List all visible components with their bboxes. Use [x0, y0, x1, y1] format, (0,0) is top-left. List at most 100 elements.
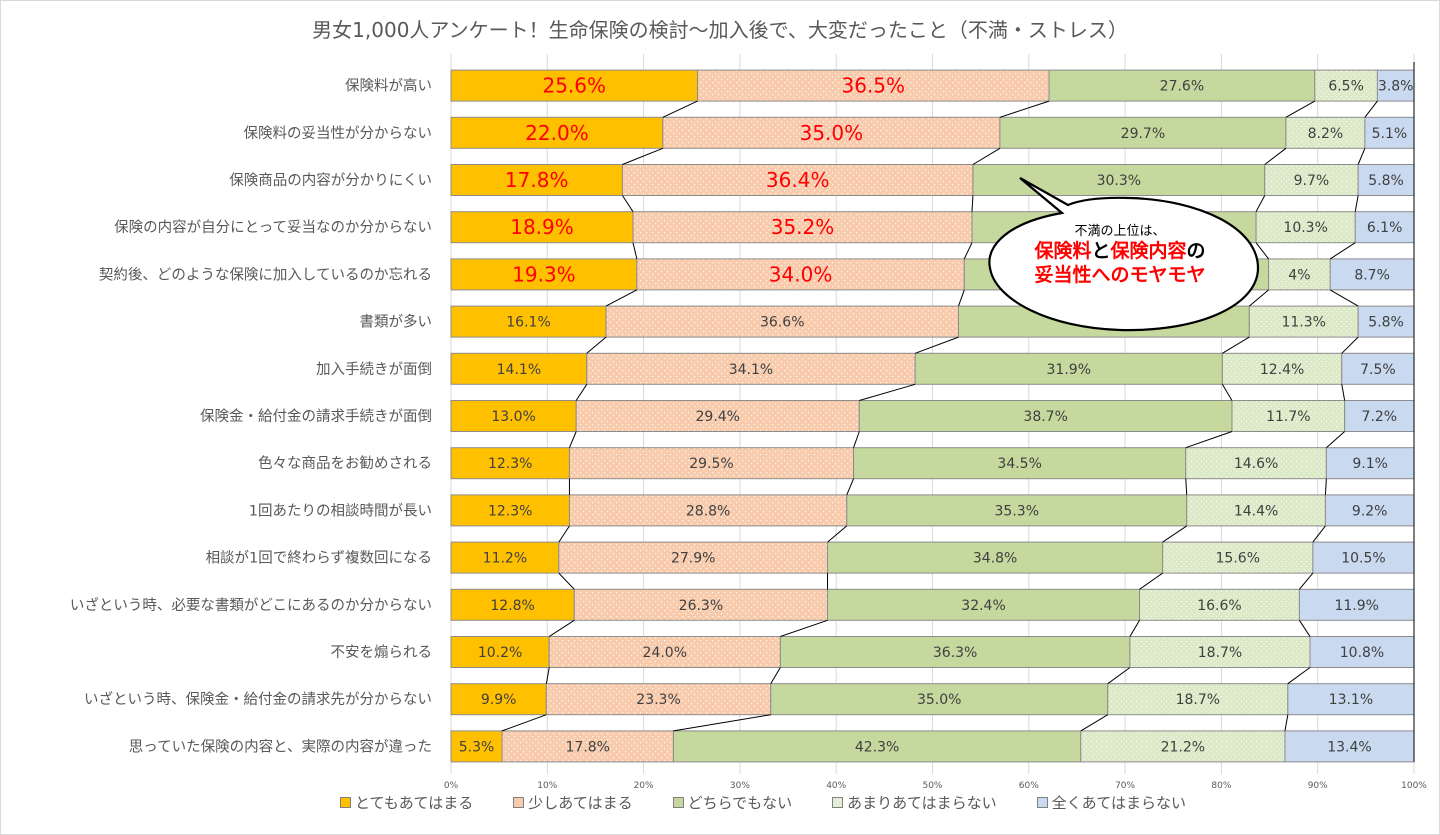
data-label: 13.0% [491, 409, 535, 425]
callout-part-no: の [1186, 240, 1206, 263]
data-label: 9.1% [1352, 456, 1388, 472]
callout-line1: 不満の上位は、 [1074, 224, 1166, 239]
data-label: 7.5% [1360, 362, 1396, 378]
legend-item: とてもあてはまる [340, 792, 473, 813]
series-line [1129, 620, 1140, 637]
data-label: 26.3% [679, 598, 723, 614]
bar-segment [548, 636, 781, 668]
data-label: 30.3% [1097, 173, 1141, 189]
category-label: 不安を煽られる [331, 644, 433, 661]
data-label: 9.9% [481, 692, 517, 708]
bar-segment [1048, 69, 1316, 102]
bar-segment [827, 541, 1164, 574]
category-labels: 保険料が高い保険料の妥当性が分からない保険商品の内容が分かりにくい保険の内容が自… [70, 78, 432, 756]
data-label: 22.0% [525, 121, 589, 145]
series-line [1264, 147, 1287, 165]
x-axis-ticks: 0% 10% 20% 30% 40% 50% 60% 70% 80% 90% 100% [444, 781, 1427, 791]
bar-segment [1314, 69, 1378, 102]
data-label: 36.5% [842, 74, 906, 98]
series-line [1329, 289, 1359, 307]
data-label: 35.0% [800, 121, 864, 145]
bar-segment [1248, 305, 1359, 338]
bar-segment [1357, 164, 1415, 196]
data-label: 16.6% [1197, 598, 1241, 614]
data-label: 11.9% [1334, 598, 1378, 614]
series-line [1249, 289, 1269, 307]
bar-segment [568, 494, 848, 527]
series-line [827, 525, 848, 543]
bar-segment [1287, 683, 1415, 716]
legend-swatch-icon [340, 797, 351, 808]
series-line [1162, 525, 1188, 543]
bar-segment [1264, 164, 1359, 196]
bar-segment [1268, 258, 1331, 291]
data-label: 34.8% [973, 551, 1017, 567]
legend-swatch-icon [672, 797, 684, 808]
series-line [770, 667, 781, 684]
series-line [605, 289, 638, 307]
legend-label: とてもあてはまる [355, 794, 474, 812]
series-line [1222, 336, 1250, 354]
series-line [999, 100, 1050, 118]
series-line [548, 619, 575, 637]
category-label: 加入手続きが面倒 [316, 361, 432, 378]
data-label: 10.3% [1283, 220, 1327, 236]
bar-segment [853, 447, 1187, 480]
chart-title: 男女1,000人アンケート！生命保険の検討～加入後で、大変だったこと（不満・スト… [312, 18, 1128, 42]
bar-segment [632, 211, 973, 244]
bar-segment [1107, 683, 1289, 716]
bar-segment [636, 258, 965, 291]
series-line [568, 431, 577, 448]
series-line [1324, 478, 1327, 495]
callout-shape [988, 177, 1260, 332]
legend-swatch-icon [513, 797, 525, 808]
series-line [859, 383, 916, 401]
legend-label: どちらでもない [687, 794, 793, 812]
series-line [1298, 620, 1311, 637]
data-label: 32.4% [961, 598, 1005, 614]
bar-segment [621, 164, 974, 196]
data-label: 11.3% [1281, 315, 1325, 331]
data-label: 5.3% [459, 739, 495, 755]
series-line [1364, 100, 1378, 118]
data-label: 13.4% [1327, 739, 1371, 755]
data-label: 29.5% [689, 456, 733, 472]
data-label: 14.4% [1234, 503, 1278, 519]
bar-segment [575, 400, 860, 432]
series-line [673, 714, 771, 732]
category-label: 保険の内容が自分にとって妥当なのか分からない [114, 219, 432, 236]
data-label: 38.7% [1023, 409, 1067, 425]
data-label: 18.9% [510, 215, 574, 239]
data-label: 14.6% [1234, 456, 1278, 472]
bar-segment [672, 730, 1082, 763]
bar-segment [1364, 116, 1415, 149]
data-label: 6.5% [1328, 79, 1364, 95]
bar-segment [1324, 494, 1415, 527]
series-line [1255, 242, 1269, 260]
x-tick-label: 60% [1019, 781, 1039, 791]
data-label: 4% [1288, 267, 1310, 283]
series-line [621, 195, 634, 212]
data-labels: 25.6% 36.5% 27.6% 6.5% 3.8% 22.0% 35.0% 29.7% 8.… [459, 74, 1414, 756]
data-label: 12.3% [488, 503, 532, 519]
data-label: 5.8% [1368, 173, 1404, 189]
bar-segment [1325, 447, 1415, 480]
series-line [1107, 667, 1131, 685]
data-label: 3.8% [1378, 79, 1414, 95]
bar-segment [1255, 211, 1356, 244]
x-tick-label: 90% [1308, 781, 1328, 791]
category-label: 書類が多い [360, 314, 433, 331]
series-line [1326, 431, 1345, 449]
data-label: 18.7% [1176, 692, 1220, 708]
category-label: 相談が1回で終わらず複数回になる [206, 550, 432, 567]
callout-part-and: と [1091, 240, 1111, 263]
data-label: 23.3% [636, 692, 680, 708]
series-line [963, 242, 973, 260]
category-label: 1回あたりの相談時間が長い [249, 502, 432, 519]
category-label: 思っていた保険の内容と、実際の内容が違った [129, 738, 432, 755]
bar-segment [1231, 400, 1346, 432]
category-label: 保険料の妥当性が分からない [244, 125, 433, 142]
data-label: 29.7% [1121, 126, 1165, 142]
series-line [1185, 431, 1233, 449]
category-label: いざという時、必要な書類がどこにあるのか分からない [70, 596, 432, 614]
